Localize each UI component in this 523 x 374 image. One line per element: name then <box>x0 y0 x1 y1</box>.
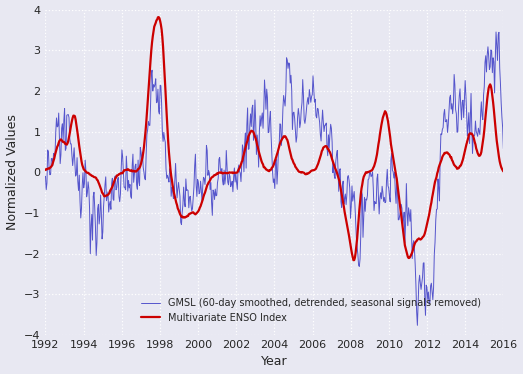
Multivariate ENSO Index <box>66 131 73 136</box>
Multivariate ENSO Index <box>186 212 192 217</box>
Multivariate ENSO Index <box>476 154 482 158</box>
Multivariate ENSO Index <box>42 168 49 172</box>
GMSL (60-day smoothed, detrended, seasonal signals removed) <box>185 188 191 193</box>
GMSL (60-day smoothed, detrended, seasonal signals removed) <box>226 172 232 177</box>
GMSL (60-day smoothed, detrended, seasonal signals removed) <box>500 146 506 151</box>
X-axis label: Year: Year <box>261 355 288 368</box>
Multivariate ENSO Index <box>227 170 233 175</box>
Line: GMSL (60-day smoothed, detrended, seasonal signals removed): GMSL (60-day smoothed, detrended, season… <box>46 32 503 325</box>
Multivariate ENSO Index <box>350 258 357 263</box>
Legend: GMSL (60-day smoothed, detrended, seasonal signals removed), Multivariate ENSO I: GMSL (60-day smoothed, detrended, season… <box>137 294 485 327</box>
Multivariate ENSO Index <box>204 183 210 188</box>
GMSL (60-day smoothed, detrended, seasonal signals removed) <box>42 174 49 178</box>
Multivariate ENSO Index <box>264 168 270 172</box>
GMSL (60-day smoothed, detrended, seasonal signals removed) <box>203 143 210 148</box>
GMSL (60-day smoothed, detrended, seasonal signals removed) <box>66 136 73 140</box>
GMSL (60-day smoothed, detrended, seasonal signals removed) <box>264 87 270 91</box>
GMSL (60-day smoothed, detrended, seasonal signals removed) <box>493 30 499 34</box>
GMSL (60-day smoothed, detrended, seasonal signals removed) <box>475 126 482 131</box>
GMSL (60-day smoothed, detrended, seasonal signals removed) <box>414 323 420 328</box>
Multivariate ENSO Index <box>500 169 506 174</box>
Multivariate ENSO Index <box>155 15 162 19</box>
Y-axis label: Normalized Values: Normalized Values <box>6 114 18 230</box>
Line: Multivariate ENSO Index: Multivariate ENSO Index <box>46 17 503 260</box>
